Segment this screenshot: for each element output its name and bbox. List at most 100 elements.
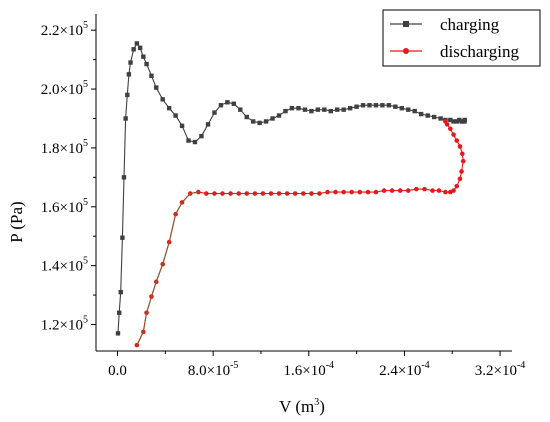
legend: charging discharging [382, 9, 541, 67]
data-point-charging [431, 114, 437, 120]
data-point-discharging [430, 188, 435, 193]
data-point-charging [137, 45, 143, 51]
data-point-discharging [459, 151, 465, 157]
data-point-discharging [134, 342, 140, 348]
x-tick-label: 3.2×10-4 [475, 360, 526, 379]
series-layer [115, 41, 467, 348]
data-point-charging [328, 108, 333, 114]
data-point-charging [116, 310, 122, 315]
data-point-discharging [459, 169, 464, 174]
series-discharging [134, 119, 466, 348]
data-point-discharging [196, 189, 201, 195]
data-point-charging [179, 123, 185, 129]
data-point-charging [173, 113, 178, 118]
legend-marker-discharging [403, 48, 409, 54]
ticks: 0.0 8.0×10-5 1.6×10-4 2.4×10-4 3.2×10-4 1.2×1… [41, 20, 526, 379]
data-point-charging [120, 235, 125, 240]
data-point-charging [231, 101, 237, 106]
data-point-discharging [448, 126, 453, 132]
data-point-charging [386, 103, 392, 108]
data-point-charging [360, 103, 366, 108]
legend-label-charging: charging [440, 15, 500, 34]
y-tick-label: 1.6×105 [41, 197, 88, 216]
data-point-charging [218, 103, 224, 108]
data-point-charging [212, 110, 217, 115]
data-point-charging [354, 104, 359, 109]
data-point-charging [118, 289, 123, 295]
data-point-charging [125, 92, 130, 98]
data-point-charging [263, 119, 269, 124]
x-tick-label: 0.0 [108, 363, 127, 379]
x-axis-title-main: V (m [279, 397, 314, 416]
data-point-discharging [268, 191, 274, 196]
data-point-charging [199, 133, 204, 139]
data-point-discharging [460, 158, 466, 164]
data-point-charging [160, 97, 165, 102]
data-point-discharging [365, 189, 371, 195]
data-point-discharging [357, 189, 363, 195]
data-point-discharging [284, 191, 290, 196]
data-point-charging [238, 107, 243, 112]
data-point-discharging [397, 188, 403, 193]
data-point-discharging [317, 191, 322, 196]
y-tick-label: 1.2×105 [41, 315, 88, 334]
data-point-discharging [373, 189, 379, 195]
data-point-discharging [292, 191, 298, 196]
data-point-charging [302, 107, 308, 112]
data-point-discharging [260, 191, 266, 196]
data-point-charging [121, 175, 127, 180]
data-point-discharging [220, 191, 225, 196]
x-axis-title: V (m3) [279, 397, 325, 416]
data-point-discharging [451, 132, 456, 137]
data-point-charging [347, 105, 353, 111]
data-point-charging [141, 54, 146, 59]
data-point-charging [296, 105, 301, 111]
data-point-charging [115, 331, 121, 336]
data-point-charging [438, 116, 443, 121]
data-point-charging [144, 61, 149, 67]
y-axis-title: P (Pa) [7, 201, 26, 242]
data-point-charging [335, 107, 340, 112]
data-point-discharging [436, 188, 442, 193]
data-point-discharging [244, 191, 250, 196]
series-charging [115, 41, 467, 336]
series-line-overlay [136, 191, 199, 346]
data-point-discharging [414, 186, 419, 192]
data-point-discharging [457, 176, 463, 182]
y-tick-label: 1.4×105 [41, 256, 88, 275]
x-axis-title-sup: 3 [314, 397, 319, 408]
data-point-charging [276, 113, 282, 118]
data-point-discharging [341, 189, 346, 195]
data-point-discharging [454, 183, 460, 189]
data-point-charging [154, 85, 159, 90]
data-point-charging [134, 41, 140, 46]
series-line-charging [117, 42, 466, 334]
series-overlay [136, 191, 199, 346]
data-point-charging [283, 108, 288, 114]
data-point-discharging [325, 189, 330, 195]
data-point-charging [412, 108, 417, 114]
data-point-discharging [451, 188, 456, 193]
data-point-charging [270, 116, 275, 121]
data-point-charging [393, 104, 398, 109]
data-point-charging [399, 105, 404, 111]
data-point-charging [123, 116, 128, 121]
data-point-charging [462, 117, 467, 123]
legend-label-discharging: discharging [440, 42, 520, 61]
data-point-discharging [333, 189, 338, 195]
y-tick-label: 2.2×105 [41, 20, 88, 39]
data-point-discharging [252, 191, 258, 196]
data-point-discharging [276, 191, 282, 196]
data-point-charging [166, 105, 172, 111]
y-tick-label: 2.0×105 [41, 79, 88, 98]
data-point-charging [380, 103, 385, 108]
data-point-charging [341, 107, 346, 112]
data-point-discharging [228, 191, 233, 196]
data-point-charging [425, 113, 430, 118]
data-point-charging [451, 119, 456, 124]
data-point-charging [131, 47, 136, 52]
data-point-charging [186, 138, 191, 143]
data-point-charging [257, 120, 262, 126]
data-point-charging [448, 117, 453, 123]
